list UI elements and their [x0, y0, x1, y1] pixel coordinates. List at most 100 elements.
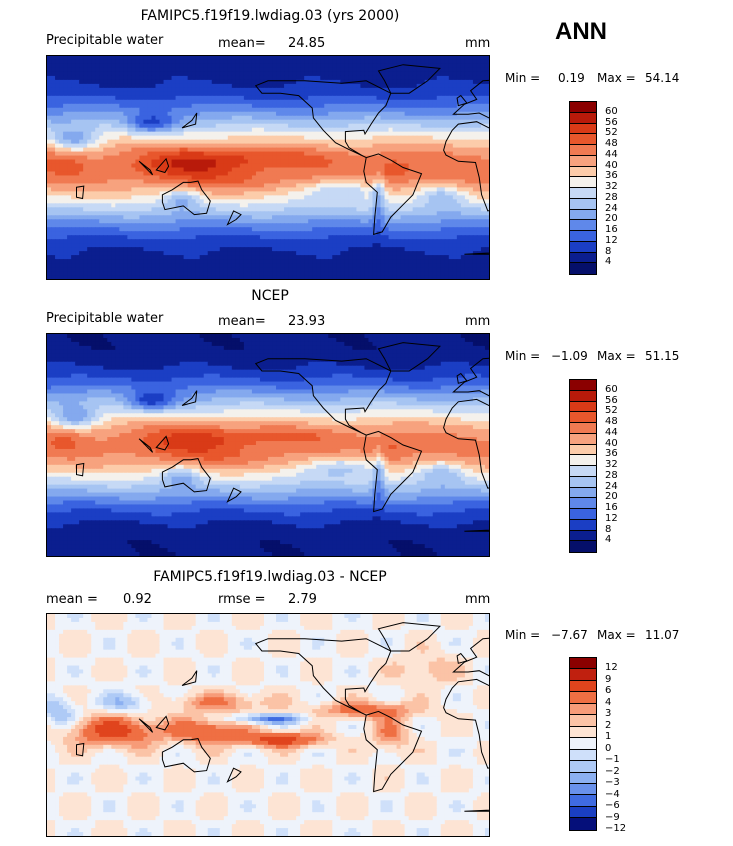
- field-cell: [255, 99, 261, 105]
- field-cell: [304, 123, 309, 129]
- field-cell: [408, 175, 414, 181]
- field-cell: [251, 195, 257, 200]
- field-cell: [211, 135, 217, 141]
- field-cell: [79, 151, 84, 157]
- field-cell: [103, 179, 108, 185]
- field-cell: [456, 75, 462, 81]
- field-cell: [219, 107, 225, 113]
- field-cell: [356, 219, 362, 224]
- field-cell: [179, 147, 185, 153]
- field-cell: [388, 107, 394, 113]
- field-cell: [203, 119, 209, 125]
- field-cell: [159, 171, 165, 177]
- field-cell: [280, 91, 285, 97]
- field-cell: [111, 163, 116, 169]
- field-cell: [404, 135, 410, 141]
- field-cell: [372, 103, 378, 109]
- field-cell: [79, 59, 84, 65]
- field-cell: [356, 95, 362, 101]
- field-cell: [304, 147, 309, 153]
- field-cell: [316, 95, 321, 101]
- field-cell: [59, 183, 64, 189]
- field-cell: [63, 91, 68, 97]
- field-cell: [412, 79, 418, 85]
- field-cell: [171, 103, 177, 109]
- field-cell: [243, 123, 249, 129]
- field-cell: [416, 187, 422, 192]
- field-cell: [215, 211, 221, 216]
- field-cell: [119, 71, 124, 77]
- field-cell: [316, 103, 321, 109]
- field-cell: [119, 139, 124, 145]
- field-cell: [247, 175, 253, 181]
- field-cell: [336, 63, 341, 69]
- field-cell: [91, 203, 96, 208]
- field-cell: [380, 159, 386, 165]
- field-cell: [316, 123, 321, 129]
- field-cell: [215, 127, 221, 133]
- field-cell: [280, 107, 285, 113]
- field-cell: [420, 91, 426, 97]
- field-cell: [171, 131, 177, 137]
- field-cell: [123, 235, 128, 240]
- field-cell: [404, 103, 410, 109]
- field-cell: [484, 115, 489, 121]
- field-cell: [360, 187, 366, 192]
- field-cell: [484, 151, 489, 157]
- field-cell: [179, 119, 185, 125]
- field-cell: [268, 115, 273, 121]
- field-cell: [87, 107, 92, 113]
- field-cell: [400, 99, 406, 105]
- field-cell: [95, 155, 100, 161]
- field-cell: [384, 183, 390, 189]
- field-cell: [320, 175, 325, 181]
- field-cell: [223, 56, 229, 61]
- field-cell: [312, 83, 317, 89]
- field-cell: [356, 56, 362, 61]
- field-cell: [292, 91, 297, 97]
- field-cell: [91, 211, 96, 216]
- field-cell: [392, 139, 398, 145]
- field-cell: [147, 215, 153, 220]
- field-cell: [211, 191, 217, 196]
- field-cell: [356, 147, 362, 153]
- field-cell: [268, 127, 273, 133]
- field-cell: [412, 163, 418, 169]
- field-cell: [284, 215, 289, 220]
- field-cell: [304, 231, 309, 236]
- field-cell: [432, 231, 438, 236]
- field-cell: [235, 67, 241, 73]
- field-cell: [480, 167, 486, 173]
- field-cell: [432, 151, 438, 157]
- field-cell: [296, 227, 301, 232]
- field-cell: [288, 115, 293, 121]
- field-cell: [147, 183, 153, 189]
- field-cell: [344, 135, 349, 141]
- field-cell: [388, 143, 394, 149]
- field-cell: [239, 147, 245, 153]
- field-cell: [135, 215, 141, 220]
- field-cell: [127, 75, 132, 81]
- field-cell: [340, 199, 345, 204]
- field-cell: [171, 187, 177, 192]
- field-cell: [103, 215, 108, 220]
- field-cell: [388, 219, 394, 224]
- field-cell: [416, 211, 422, 216]
- field-cell: [308, 163, 313, 169]
- field-cell: [63, 203, 68, 208]
- field-cell: [396, 151, 402, 157]
- field-cell: [163, 191, 169, 196]
- field-cell: [219, 56, 225, 61]
- field-cell: [111, 75, 116, 81]
- field-cell: [400, 111, 406, 117]
- field-cell: [259, 163, 265, 169]
- field-cell: [328, 207, 333, 212]
- field-cell: [452, 56, 458, 61]
- field-cell: [147, 111, 153, 117]
- field-cell: [272, 191, 277, 196]
- field-cell: [179, 151, 185, 157]
- field-cell: [344, 203, 349, 208]
- field-cell: [436, 115, 442, 121]
- field-cell: [268, 95, 273, 101]
- field-cell: [416, 135, 422, 141]
